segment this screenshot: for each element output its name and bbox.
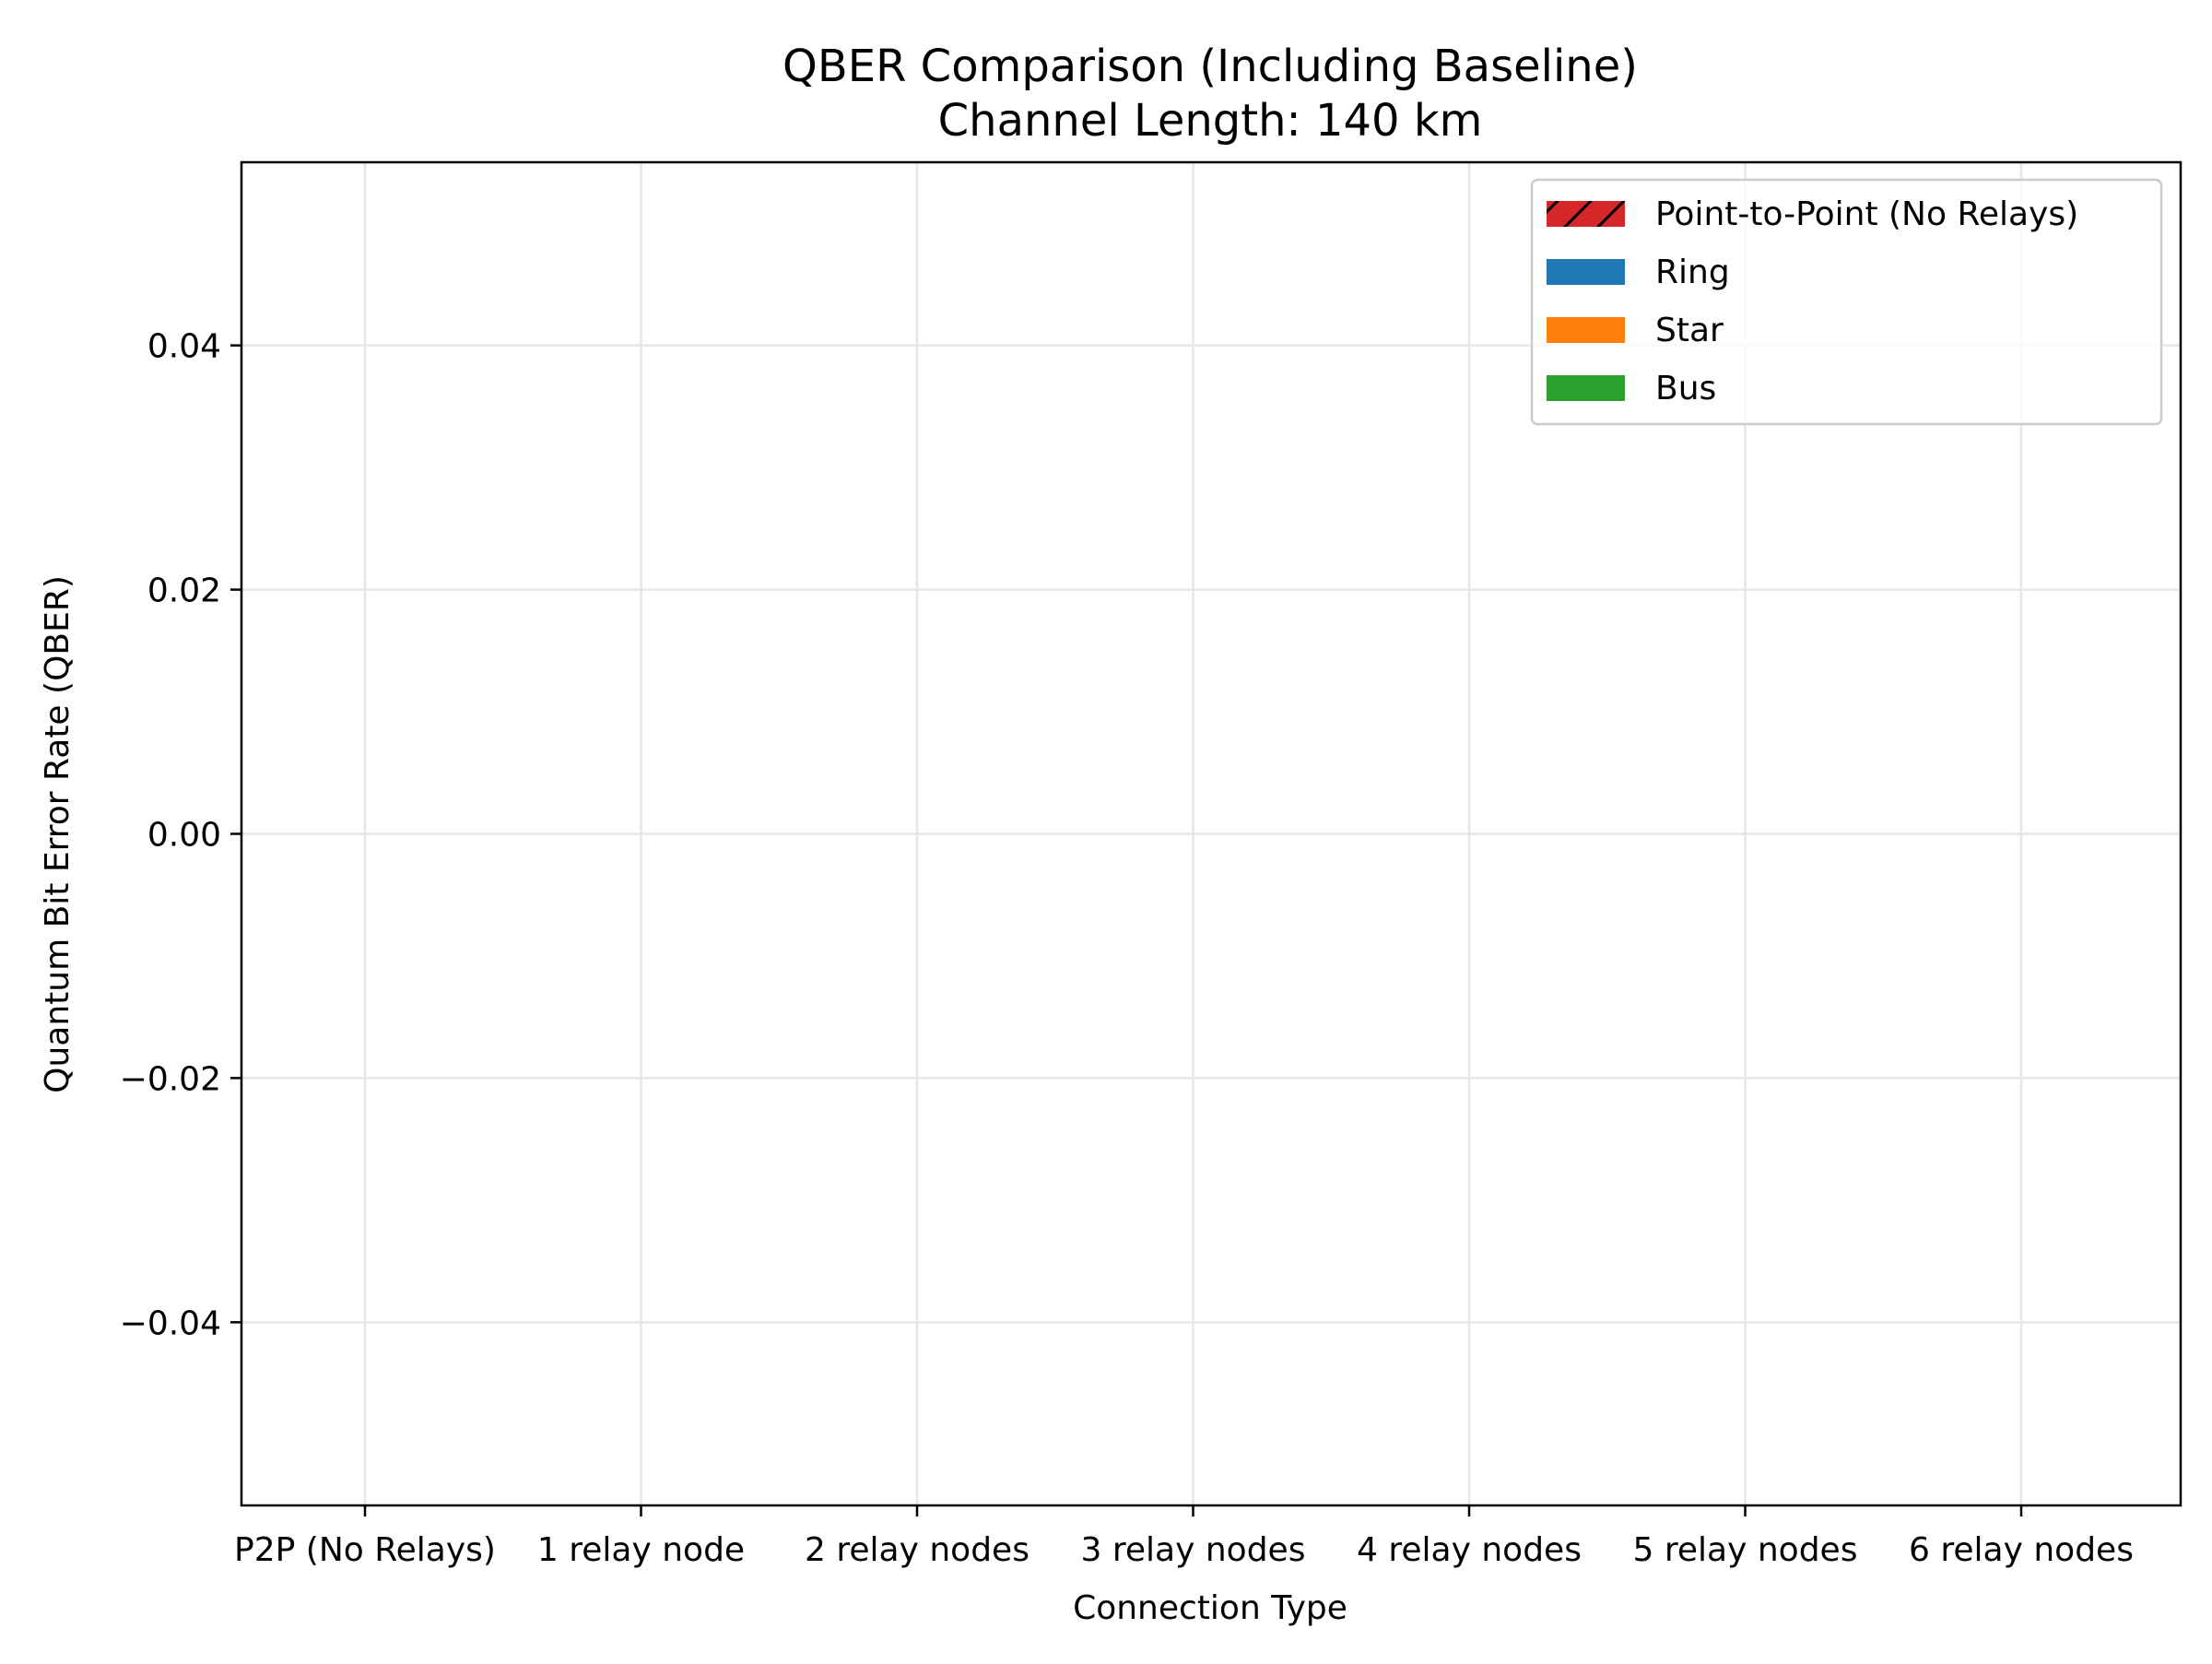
legend-swatch bbox=[1547, 259, 1625, 285]
x-axis-ticks: P2P (No Relays) 1 relay node 2 relay nodes… bbox=[234, 1505, 2134, 1569]
legend-label: Bus bbox=[1655, 370, 1716, 407]
legend-label: Ring bbox=[1655, 254, 1730, 291]
chart-title: QBER Comparison (Including Baseline) bbox=[782, 41, 1638, 92]
legend: Point-to-Point (No Relays) Ring Star Bus bbox=[1530, 178, 2163, 426]
x-tick-label: 3 relay nodes bbox=[1081, 1531, 1306, 1569]
legend-swatch bbox=[1547, 317, 1625, 343]
chart-subtitle: Channel Length: 140 km bbox=[938, 95, 1483, 147]
x-tick-label: 4 relay nodes bbox=[1357, 1531, 1582, 1569]
legend-item: Point-to-Point (No Relays) bbox=[1547, 195, 2078, 233]
x-tick-label: 1 relay node bbox=[537, 1531, 745, 1569]
legend-label: Star bbox=[1655, 312, 1724, 349]
x-tick-label: 5 relay nodes bbox=[1633, 1531, 1858, 1569]
y-tick-label: −0.04 bbox=[120, 1304, 221, 1342]
legend-swatch bbox=[1547, 375, 1625, 401]
x-tick-label: 6 relay nodes bbox=[1909, 1531, 2134, 1569]
y-tick-label: 0.02 bbox=[147, 572, 221, 610]
y-tick-label: 0.00 bbox=[147, 817, 221, 855]
legend-item: Ring bbox=[1547, 254, 1730, 291]
x-axis-label: Connection Type bbox=[1073, 1589, 1347, 1627]
y-tick-label: −0.02 bbox=[120, 1060, 221, 1098]
y-tick-label: 0.04 bbox=[147, 328, 221, 366]
legend-swatch bbox=[1547, 201, 1625, 227]
legend-label: Point-to-Point (No Relays) bbox=[1655, 195, 2078, 233]
legend-frame bbox=[1530, 178, 2163, 426]
y-axis-label: Quantum Bit Error Rate (QBER) bbox=[39, 575, 76, 1093]
x-tick-label: 2 relay nodes bbox=[805, 1531, 1030, 1569]
y-axis-ticks: −0.04 −0.02 0.00 0.02 0.04 bbox=[120, 328, 241, 1342]
legend-item: Star bbox=[1547, 312, 1724, 349]
legend-item: Bus bbox=[1547, 370, 1716, 407]
x-tick-label: P2P (No Relays) bbox=[234, 1531, 496, 1569]
